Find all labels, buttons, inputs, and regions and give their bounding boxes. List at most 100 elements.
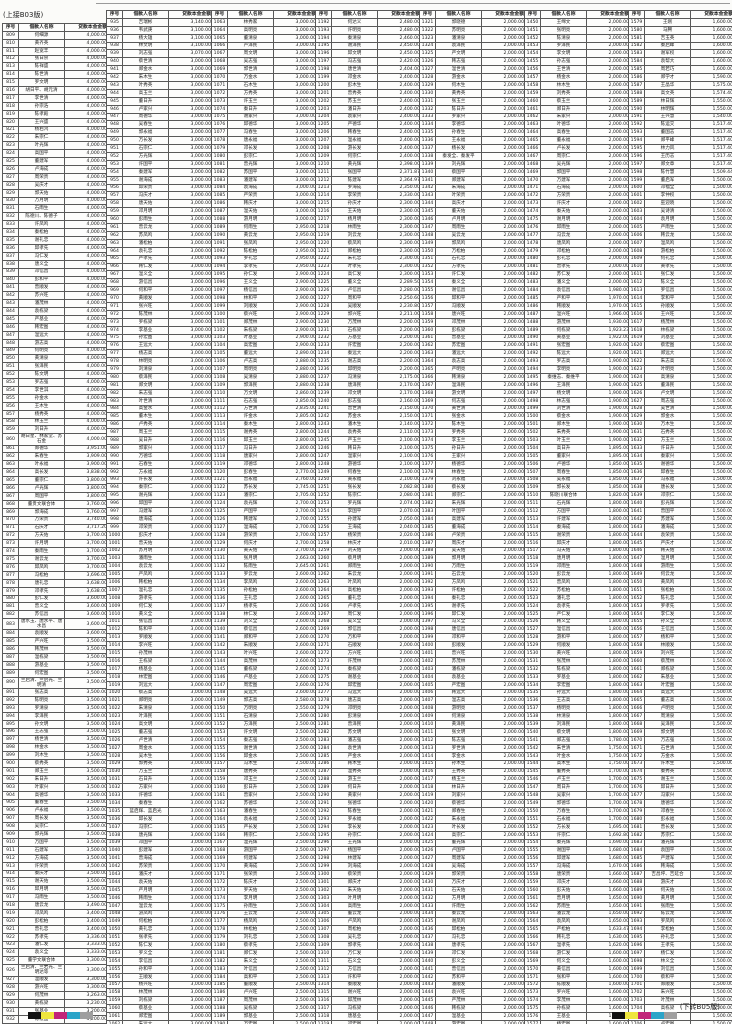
borrower-name-cell: 蔡德华	[435, 799, 482, 808]
loan-amount-cell: 2,000.00	[481, 57, 527, 67]
loan-amount-cell: 2,700.00	[273, 507, 319, 516]
serial-number-cell: 1376	[419, 451, 436, 461]
table-row: 1508 吴永福 1,850.00	[524, 475, 632, 485]
table-row: 960 彭雨生 3,000.00	[106, 215, 214, 225]
serial-number-cell: 845	[2, 314, 19, 324]
loan-amount-cell: 1,500.00	[690, 357, 732, 367]
serial-number-cell: 1296	[315, 838, 332, 848]
borrower-name-cell: 董天佑	[435, 207, 482, 217]
loan-amount-cell: 1,800.00	[586, 649, 632, 659]
serial-number-cell: 814	[2, 70, 19, 80]
table-row: 1213 罗海成 2,350.00	[315, 183, 423, 193]
serial-number-cell: 1053	[106, 948, 123, 958]
borrower-name-cell: 万木生	[644, 420, 691, 430]
loan-amount-cell: 2,000.00	[377, 728, 423, 737]
table-row: 1216 王天佑 2,300.00	[315, 207, 423, 217]
loan-amount-cell: 2,000.00	[481, 743, 527, 753]
serial-number-cell: 1370	[419, 404, 436, 414]
borrower-name-cell: 周玉兰	[122, 428, 169, 438]
borrower-name-cell: 邓月明	[122, 207, 169, 217]
serial-number-cell: 1594	[628, 136, 645, 146]
table-row: 1111 石志强 2,850.00	[211, 396, 319, 406]
borrower-name-cell: 谢基业	[331, 672, 378, 682]
borrower-name-cell: 郭志高	[227, 696, 274, 706]
loan-amount-cell: 2,000.00	[481, 870, 527, 879]
serial-number-cell: 1227	[315, 294, 332, 303]
table-row: 1402 苏茂林 2,000.00	[419, 657, 527, 666]
serial-number-cell: 1094	[211, 262, 228, 272]
serial-number-cell: 1246	[315, 443, 332, 453]
table-row: 1577杨宏图1,600.00	[524, 1020, 632, 1024]
serial-number-cell: 1484	[524, 286, 541, 296]
loan-amount-cell: 2,000.00	[377, 759, 423, 769]
serial-number-cell: 1064	[211, 25, 228, 35]
loan-amount-cell: 1,500.00	[690, 372, 732, 382]
serial-number-cell: 867	[2, 491, 19, 501]
loan-amount-cell: 2,000.00	[377, 704, 423, 714]
borrower-name-cell: 郑仁发	[227, 948, 274, 958]
table-row: 1662 朱基业 1,500.00	[628, 672, 732, 682]
loan-amount-cell: 1,620.00	[586, 941, 632, 950]
borrower-name-cell: 黄云龙	[227, 230, 274, 240]
table-row: 909 郭光辉 3,500.00	[2, 830, 110, 840]
loan-amount-cell: 1,500.00	[690, 341, 732, 351]
serial-number-cell: 1249	[315, 467, 332, 477]
table-row: 1452 陈清泉 2,000.00	[524, 33, 632, 43]
serial-number-cell: 833	[2, 220, 19, 230]
loan-amount-cell: 3,400.00	[64, 924, 110, 934]
borrower-name-cell: 游文明	[435, 388, 482, 398]
column-header: 贷款本金金额	[64, 23, 110, 32]
table-row: 1695 孙礼忠 1,500.00	[628, 933, 732, 943]
table-row: 1626 卢文明 1,500.00	[628, 388, 732, 398]
table-row: 1133 罗云龙 2,600.00	[211, 570, 319, 580]
serial-number-cell: 1219	[315, 230, 332, 240]
serial-number-cell: 1277	[315, 688, 332, 698]
serial-number-cell: 1689	[628, 885, 645, 895]
borrower-name-cell: 刘兴旺	[644, 649, 691, 659]
loan-amount-cell: 1,500.00	[690, 735, 732, 745]
borrower-name-cell: 林雨生	[331, 223, 378, 232]
loan-amount-cell: 2,000.00	[481, 507, 527, 516]
borrower-name-cell: 方荣贵	[540, 191, 587, 201]
borrower-name-cell: 游志高	[18, 338, 65, 348]
serial-number-cell: 963	[106, 238, 123, 248]
borrower-name-cell: 何礼忠	[644, 254, 691, 264]
loan-amount-cell: 2,170.00	[377, 380, 423, 390]
borrower-name-cell: 唐云龙	[18, 901, 65, 911]
borrower-name-cell: 蔡金水	[540, 412, 587, 422]
serial-number-cell: 1286	[315, 759, 332, 769]
loan-amount-cell: 2,600.00	[273, 593, 319, 603]
loan-amount-cell: 2,500.00	[273, 901, 319, 911]
loan-amount-cell: 2,000.00	[481, 459, 527, 469]
loan-amount-cell: 3,000.00	[168, 925, 214, 935]
table-row: 1267 周仁发 2,000.00	[315, 609, 423, 619]
loan-amount-cell: 2,000.00	[377, 696, 423, 706]
table-row: 1167 温光辉 2,500.00	[211, 838, 319, 848]
table-row: 1017 杨基业 3,000.00	[106, 664, 214, 674]
loan-amount-cell: 2,000.00	[377, 680, 423, 690]
loan-amount-cell: 2,000.00	[481, 238, 527, 248]
borrower-name-cell: 温孝先	[540, 941, 587, 950]
serial-number-cell: 1527	[524, 625, 541, 635]
borrower-name-cell: 董礼忠	[331, 593, 378, 603]
loan-amount-cell: 1,900.00	[586, 428, 632, 438]
loan-amount-cell: 1,500.00	[690, 333, 732, 343]
borrower-name-cell: 罗文明	[18, 78, 65, 88]
borrower-name-cell: 卢世清	[122, 735, 169, 745]
loan-amount-cell: 1,500.00	[690, 1012, 732, 1021]
loan-amount-cell: 2,000.00	[481, 491, 527, 501]
loan-amount-cell: 1,895.00	[586, 451, 632, 461]
borrower-name-cell: 潘茂林	[18, 299, 65, 309]
table-row: 1105 董远大 2,890.00	[211, 349, 319, 359]
loan-amount-cell: 2,900.00	[273, 270, 319, 280]
borrower-name-cell: 张德华	[331, 799, 378, 808]
borrower-name-cell: 严茂林	[435, 996, 482, 1006]
table-row: 1625 董泽民 1,500.00	[628, 380, 732, 390]
loan-amount-cell: 1,970.00	[586, 294, 632, 303]
table-row: 1683 潘光辉 1,500.00	[628, 838, 732, 848]
loan-amount-cell: 1,970.00	[586, 301, 632, 311]
loan-amount-cell: 3,000.00	[168, 183, 214, 193]
serial-number-cell: 946	[106, 104, 123, 114]
table-row: 1613 罗信昌 1,500.00	[628, 286, 732, 296]
serial-number-cell: 1379	[419, 475, 436, 485]
